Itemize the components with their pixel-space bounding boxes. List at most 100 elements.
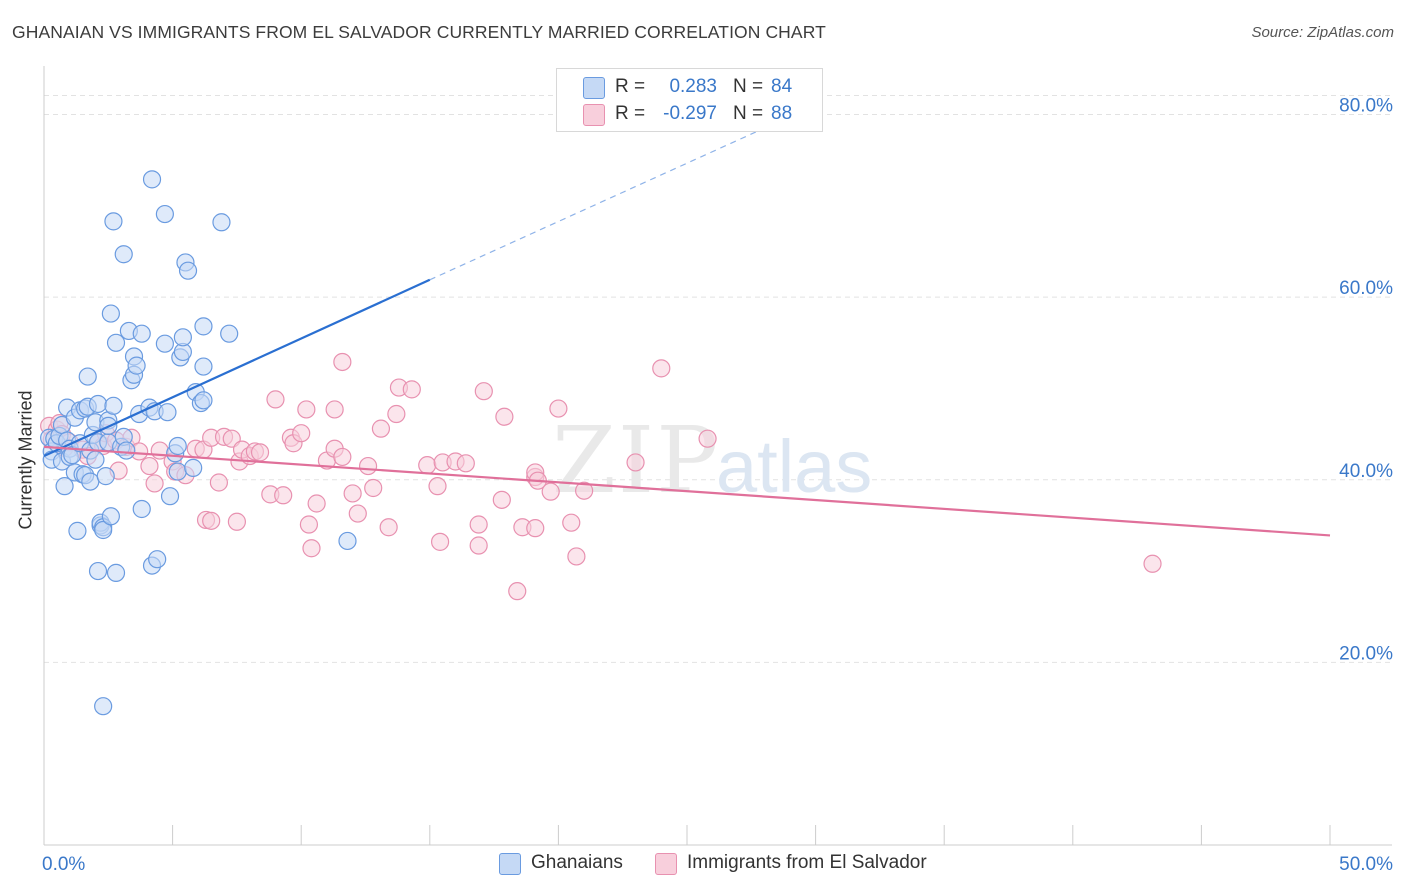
el-salvador-point: [652, 359, 671, 378]
el-salvador-point: [430, 532, 450, 551]
legend-swatch-ghanaians: [499, 853, 521, 875]
ghanaians-point: [106, 563, 126, 582]
el-salvador-point: [508, 582, 527, 601]
el-salvador-point: [492, 490, 511, 509]
el-salvador-point: [358, 456, 378, 476]
el-salvador-point: [302, 539, 321, 558]
grid-lines: [44, 95, 1392, 663]
el-salvador-point: [333, 352, 352, 372]
ghanaians-point: [155, 204, 174, 224]
source-credit: Source: ZipAtlas.com: [1251, 24, 1394, 41]
el-salvador-point: [1143, 554, 1162, 573]
el-salvador-point: [567, 547, 586, 566]
ghanaians-point: [78, 367, 97, 386]
ghanaians-point: [86, 450, 105, 469]
legend-r-value: -0.297: [663, 103, 717, 124]
y-tick-label-40: 40.0%: [1339, 461, 1393, 482]
ghanaians-point: [132, 499, 151, 519]
el-salvador-point: [209, 473, 228, 492]
ghanaians-point: [106, 333, 126, 352]
ghanaians-trend-extension: [429, 127, 765, 281]
el-salvador-point: [274, 486, 293, 505]
el-salvador-point: [541, 482, 560, 501]
el-salvador-point: [325, 400, 344, 419]
el-salvador-point: [307, 494, 326, 513]
ghanaians-point: [220, 324, 239, 343]
ghanaians-point: [142, 170, 162, 189]
series-ghanaians-points: [40, 170, 357, 716]
x-tick-label-min: 0.0%: [42, 854, 85, 875]
legend-swatch-pink: [583, 104, 605, 126]
el-salvador-point: [202, 511, 221, 530]
el-salvador-point: [402, 380, 421, 399]
ghanaians-point: [148, 550, 167, 569]
ghanaians-point: [155, 334, 174, 353]
el-salvador-point: [343, 484, 362, 503]
el-salvador-point: [562, 513, 581, 532]
ghanaians-point: [114, 245, 133, 264]
ghanaians-trend-line: [43, 278, 431, 458]
el-salvador-point: [145, 474, 164, 493]
ghanaians-point: [194, 391, 213, 410]
y-tick-label-20: 20.0%: [1339, 643, 1393, 664]
legend-swatch-blue: [583, 77, 605, 99]
el-salvador-point: [698, 429, 717, 448]
el-salvador-point: [526, 519, 545, 538]
el-salvador-point: [418, 456, 437, 475]
ghanaians-point: [101, 304, 120, 323]
ghanaians-point: [55, 477, 74, 496]
ghanaians-point: [173, 328, 192, 347]
ghanaians-point: [168, 436, 187, 456]
el-salvador-point: [364, 478, 383, 498]
legend-r-label: R =: [615, 76, 646, 97]
el-salvador-trend-line: [43, 445, 1331, 537]
y-axis-label: Currently Married: [15, 390, 36, 530]
stats-legend: R = 0.283 N = 84 R = -0.297 N = 88: [556, 68, 823, 132]
ghanaians-point: [160, 487, 180, 506]
legend-row-ghanaians: R = 0.283 N = 84: [557, 74, 822, 100]
el-salvador-point: [495, 407, 514, 426]
legend-n-value: 88: [771, 103, 793, 124]
watermark: ZIP atlas: [552, 407, 872, 514]
chart-title: GHANAIAN VS IMMIGRANTS FROM EL SALVADOR …: [12, 22, 826, 42]
legend-label-ghanaians: Ghanaians: [531, 852, 623, 873]
ghanaians-point: [168, 462, 187, 481]
el-salvador-point: [469, 536, 488, 555]
ghanaians-point: [104, 212, 123, 231]
ghanaians-point: [88, 561, 108, 581]
ghanaians-point: [101, 507, 120, 526]
ghanaians-point: [94, 697, 113, 716]
ghanaians-point: [132, 324, 151, 343]
el-salvador-point: [428, 477, 447, 496]
el-salvador-point: [250, 443, 270, 462]
ghanaians-point: [178, 261, 198, 280]
el-salvador-point: [266, 390, 285, 409]
trend-lines: [43, 127, 1331, 537]
el-salvador-point: [379, 518, 398, 537]
el-salvador-point: [227, 512, 246, 531]
el-salvador-point: [299, 515, 319, 534]
el-salvador-point: [297, 400, 316, 419]
ghanaians-point: [184, 458, 203, 477]
ghanaians-point: [88, 394, 108, 414]
ghanaians-point: [127, 356, 146, 375]
ghanaians-point: [117, 441, 136, 460]
y-tick-label-60: 60.0%: [1339, 278, 1393, 299]
el-salvador-point: [469, 515, 488, 534]
el-salvador-point: [575, 481, 594, 500]
el-salvador-point: [292, 424, 311, 443]
ghanaians-point: [68, 521, 87, 540]
ghanaians-point: [194, 357, 213, 376]
el-salvador-point: [348, 504, 367, 523]
ghanaians-point: [81, 472, 100, 491]
ghanaians-point: [158, 403, 177, 422]
el-salvador-point: [456, 454, 475, 473]
legend-n-label: N =: [733, 103, 764, 124]
legend-row-el-salvador: R = -0.297 N = 88: [557, 101, 822, 127]
el-salvador-point: [387, 404, 406, 424]
el-salvador-point: [140, 456, 159, 476]
ghanaians-point: [194, 317, 213, 336]
legend-r-label: R =: [615, 103, 646, 124]
y-tick-label-80: 80.0%: [1339, 96, 1393, 117]
